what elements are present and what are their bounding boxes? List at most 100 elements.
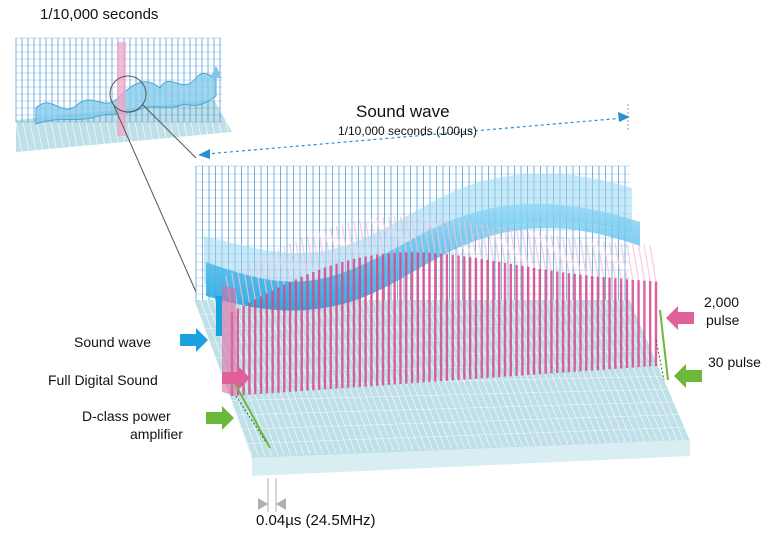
pulse-top-bar — [510, 228, 518, 266]
pulse-top-bar — [521, 230, 529, 268]
pulse-top-bar — [527, 231, 535, 268]
dclass-line-right — [659, 309, 669, 381]
pulse-30-arrow-icon — [674, 364, 702, 388]
pulse-top-bar — [388, 216, 396, 253]
pulse-top-bar — [376, 217, 384, 254]
inset-floor-line — [29, 121, 37, 153]
inset-floor-line — [113, 121, 121, 153]
floor-line — [450, 299, 510, 447]
inset-floor-line — [50, 121, 58, 153]
floor-line — [215, 350, 652, 358]
dclass-arrow-icon — [206, 406, 234, 430]
pulse-top-bar — [283, 245, 291, 283]
inset-floor-line — [57, 121, 65, 153]
pulse-top-bar — [382, 217, 390, 254]
inset-floor-line — [106, 121, 114, 153]
pulse-top-bar — [324, 229, 332, 266]
floor-line — [270, 299, 330, 454]
legend-sound-wave: Sound wave — [74, 334, 152, 350]
floor-line — [241, 414, 680, 430]
main-figure — [193, 104, 691, 512]
pulse-top-bar — [393, 216, 402, 253]
pulse-top-bar — [306, 235, 314, 273]
resolution-label: 0.04µs (24.5MHz) — [256, 512, 376, 529]
full-digital-arrow-icon — [222, 366, 250, 390]
floor-line — [392, 299, 452, 449]
pulse-2000-arrow-icon — [666, 306, 694, 330]
pulse-top-bar — [266, 254, 274, 291]
pulse-top-bar — [237, 269, 245, 306]
pulse-top-bar — [608, 242, 616, 279]
pulse-top-bar — [568, 237, 576, 275]
sound-wave-marker — [216, 296, 222, 336]
inset-floor-line — [155, 121, 163, 153]
inset-floor-line — [134, 121, 142, 153]
inset-figure — [15, 37, 233, 293]
inset-floor-line — [36, 121, 44, 153]
pulse-top-bar — [422, 216, 431, 253]
floor-line — [572, 299, 633, 443]
pulse-top-bar — [411, 216, 419, 253]
pulse-top-bar — [597, 241, 605, 278]
pulse-top-bar — [457, 220, 465, 257]
pulse-top-bar — [295, 240, 303, 277]
legend-dclass-line2: amplifier — [130, 426, 183, 442]
pulse-2000-line2: pulse — [706, 312, 740, 328]
pulse-top-bar — [417, 216, 425, 253]
inset-floor-line — [204, 121, 212, 153]
pulse-top-bar — [475, 222, 483, 260]
inset-arrow-up — [210, 66, 222, 78]
pulse-top-bar — [399, 216, 407, 253]
pulse-top-bar — [504, 227, 512, 265]
pulse-top-bar — [637, 244, 645, 281]
span-arrow — [198, 104, 630, 159]
inset-floor-line — [169, 121, 177, 153]
pulse-top-bar — [341, 224, 349, 261]
floor-line — [386, 299, 446, 450]
pulse-top-bar — [515, 229, 524, 267]
floor-line — [246, 427, 685, 444]
pulse-top-bar — [289, 243, 297, 280]
inset-floor-line — [15, 121, 23, 153]
inset-floor-line — [190, 121, 198, 153]
pulse-30-label: 30 pulse — [708, 354, 761, 370]
pulse-top-bar — [358, 220, 367, 257]
inset-floor-line — [85, 121, 93, 153]
inset-floor-lines — [15, 121, 233, 153]
inset-floor-line — [64, 121, 72, 153]
zoom-line-left — [113, 105, 197, 293]
floor-line — [514, 299, 575, 445]
pulse-top-bar — [254, 260, 262, 297]
floor-line — [578, 299, 639, 442]
inset-floor-line — [43, 121, 51, 153]
pulse-front-face — [222, 286, 236, 396]
inset-floor-line — [92, 121, 100, 153]
pulse-top-bar — [451, 219, 460, 256]
inset-floor-line — [197, 121, 205, 153]
pulse-top-bar — [248, 263, 256, 300]
inset-floor-line — [148, 121, 156, 153]
inset-floor-line — [141, 121, 149, 153]
pulse-top-bar — [370, 218, 378, 255]
pulse-top-bar — [573, 238, 582, 275]
floor-line — [507, 299, 568, 445]
pulse-2000-line1: 2,000 — [704, 294, 740, 310]
floor-line — [597, 299, 659, 442]
inset-floor-line — [127, 121, 135, 153]
resolution-arrows — [258, 478, 286, 512]
pulse-top-bar — [364, 219, 372, 256]
inset-floor-line — [22, 121, 30, 153]
floor-line — [591, 299, 652, 442]
pulse-top-bar — [591, 240, 599, 277]
floor-line — [220, 363, 658, 373]
dclass-line-right-dash — [655, 339, 665, 381]
zoom-line-right — [141, 103, 197, 159]
floor-line — [225, 376, 663, 387]
pulse-top-bar — [353, 221, 361, 258]
pulse-top-bar — [533, 232, 541, 269]
inset-floor-line — [71, 121, 79, 153]
inset-floor-line — [99, 121, 107, 153]
floor-line — [236, 401, 674, 416]
